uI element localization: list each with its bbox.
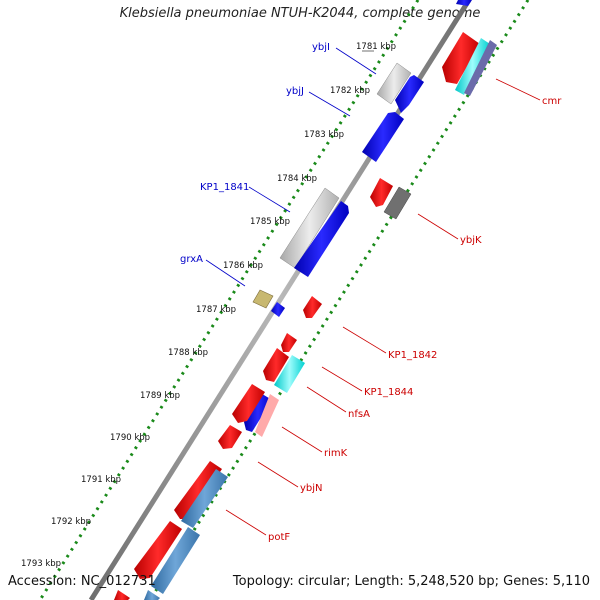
accession-text: Accession: NC_012731	[8, 574, 156, 589]
gene-cmr-cyan[interactable]	[455, 38, 490, 95]
gene-ybjJ-2[interactable]	[362, 112, 404, 162]
gene-label-nfsA: nfsA	[348, 409, 370, 420]
tick-label: 1784 kbp	[277, 174, 317, 184]
gene-red-e[interactable]	[134, 521, 182, 579]
tick-label: 1791 kbp	[81, 475, 121, 485]
gene-rimK[interactable]	[255, 394, 279, 437]
gene-label-cmr: cmr	[542, 96, 562, 107]
gene-label-KP1-1841: KP1_1841	[200, 182, 249, 193]
forward-labels: ybjI ybjJ KP1_1841 grxA	[180, 42, 330, 265]
tick-label: 1785 kbp	[250, 217, 290, 227]
gene-ybjK-gray[interactable]	[383, 186, 412, 220]
gene-blue-small[interactable]	[244, 392, 272, 432]
reverse-label-leaders	[225, 78, 541, 536]
gene-KP1-1841-blue[interactable]	[294, 201, 349, 277]
gene-cmr-purple[interactable]	[464, 40, 497, 96]
gene-label-ybjJ: ybjJ	[286, 86, 304, 97]
tick-label: 1787 kbp	[196, 305, 236, 315]
gene-grxA-olive[interactable]	[252, 289, 274, 309]
gene-label-grxA: grxA	[180, 254, 203, 265]
gene-red-c[interactable]	[232, 384, 265, 423]
reverse-labels: cmr ybjK KP1_1842 KP1_1844 nfsA rimK ybj…	[268, 96, 562, 543]
gene-potF[interactable]	[181, 469, 228, 528]
forward-label-leaders	[205, 47, 377, 287]
gene-cmr[interactable]	[442, 32, 480, 84]
gene-red-b[interactable]	[263, 348, 289, 382]
genome-summary-text: Topology: circular; Length: 5,248,520 bp…	[232, 574, 590, 589]
gene-label-rimK: rimK	[324, 448, 348, 459]
tick-label: 1789 kbp	[140, 391, 180, 401]
gene-steel-f[interactable]	[144, 590, 160, 600]
gene-label-ybjN: ybjN	[300, 483, 323, 494]
tick-label: 1786 kbp	[223, 261, 263, 271]
tick-label: 1792 kbp	[51, 517, 91, 527]
tick-label: 1793 kbp	[21, 559, 61, 569]
tick-label: 1781 kbp	[356, 42, 396, 52]
tick-label: 1782 kbp	[330, 86, 370, 96]
forward-genes	[244, 62, 424, 432]
gene-ybjN[interactable]	[174, 461, 222, 519]
tick-label: 1788 kbp	[168, 348, 208, 358]
tick-label: 1783 kbp	[304, 130, 344, 140]
gene-steel-e[interactable]	[151, 527, 200, 594]
gene-label-potF: potF	[268, 532, 290, 543]
gene-grxA[interactable]	[271, 302, 285, 317]
gene-red-f[interactable]	[114, 590, 130, 600]
gene-ybjI[interactable]	[376, 62, 412, 105]
gene-KP1-1842[interactable]	[303, 296, 322, 318]
tick-label: 1790 kbp	[110, 433, 150, 443]
gene-red-d[interactable]	[218, 425, 242, 449]
reverse-genes	[114, 0, 497, 600]
gene-top-blue[interactable]	[456, 0, 472, 6]
gene-label-ybjK: ybjK	[460, 235, 482, 246]
gene-KP1-1844[interactable]	[281, 333, 297, 352]
gene-label-ybjI: ybjI	[312, 42, 330, 53]
gene-label-KP1-1842: KP1_1842	[388, 350, 437, 361]
gene-ybjK[interactable]	[370, 178, 393, 207]
gene-label-KP1-1844: KP1_1844	[364, 387, 413, 398]
map-title: Klebsiella pneumoniae NTUH-K2044, comple…	[119, 6, 481, 21]
gene-ybjJ[interactable]	[395, 75, 424, 113]
gene-nfsA[interactable]	[274, 355, 305, 393]
tick-labels: 1781 kbp 1782 kbp 1783 kbp 1784 kbp 1785…	[21, 42, 396, 569]
